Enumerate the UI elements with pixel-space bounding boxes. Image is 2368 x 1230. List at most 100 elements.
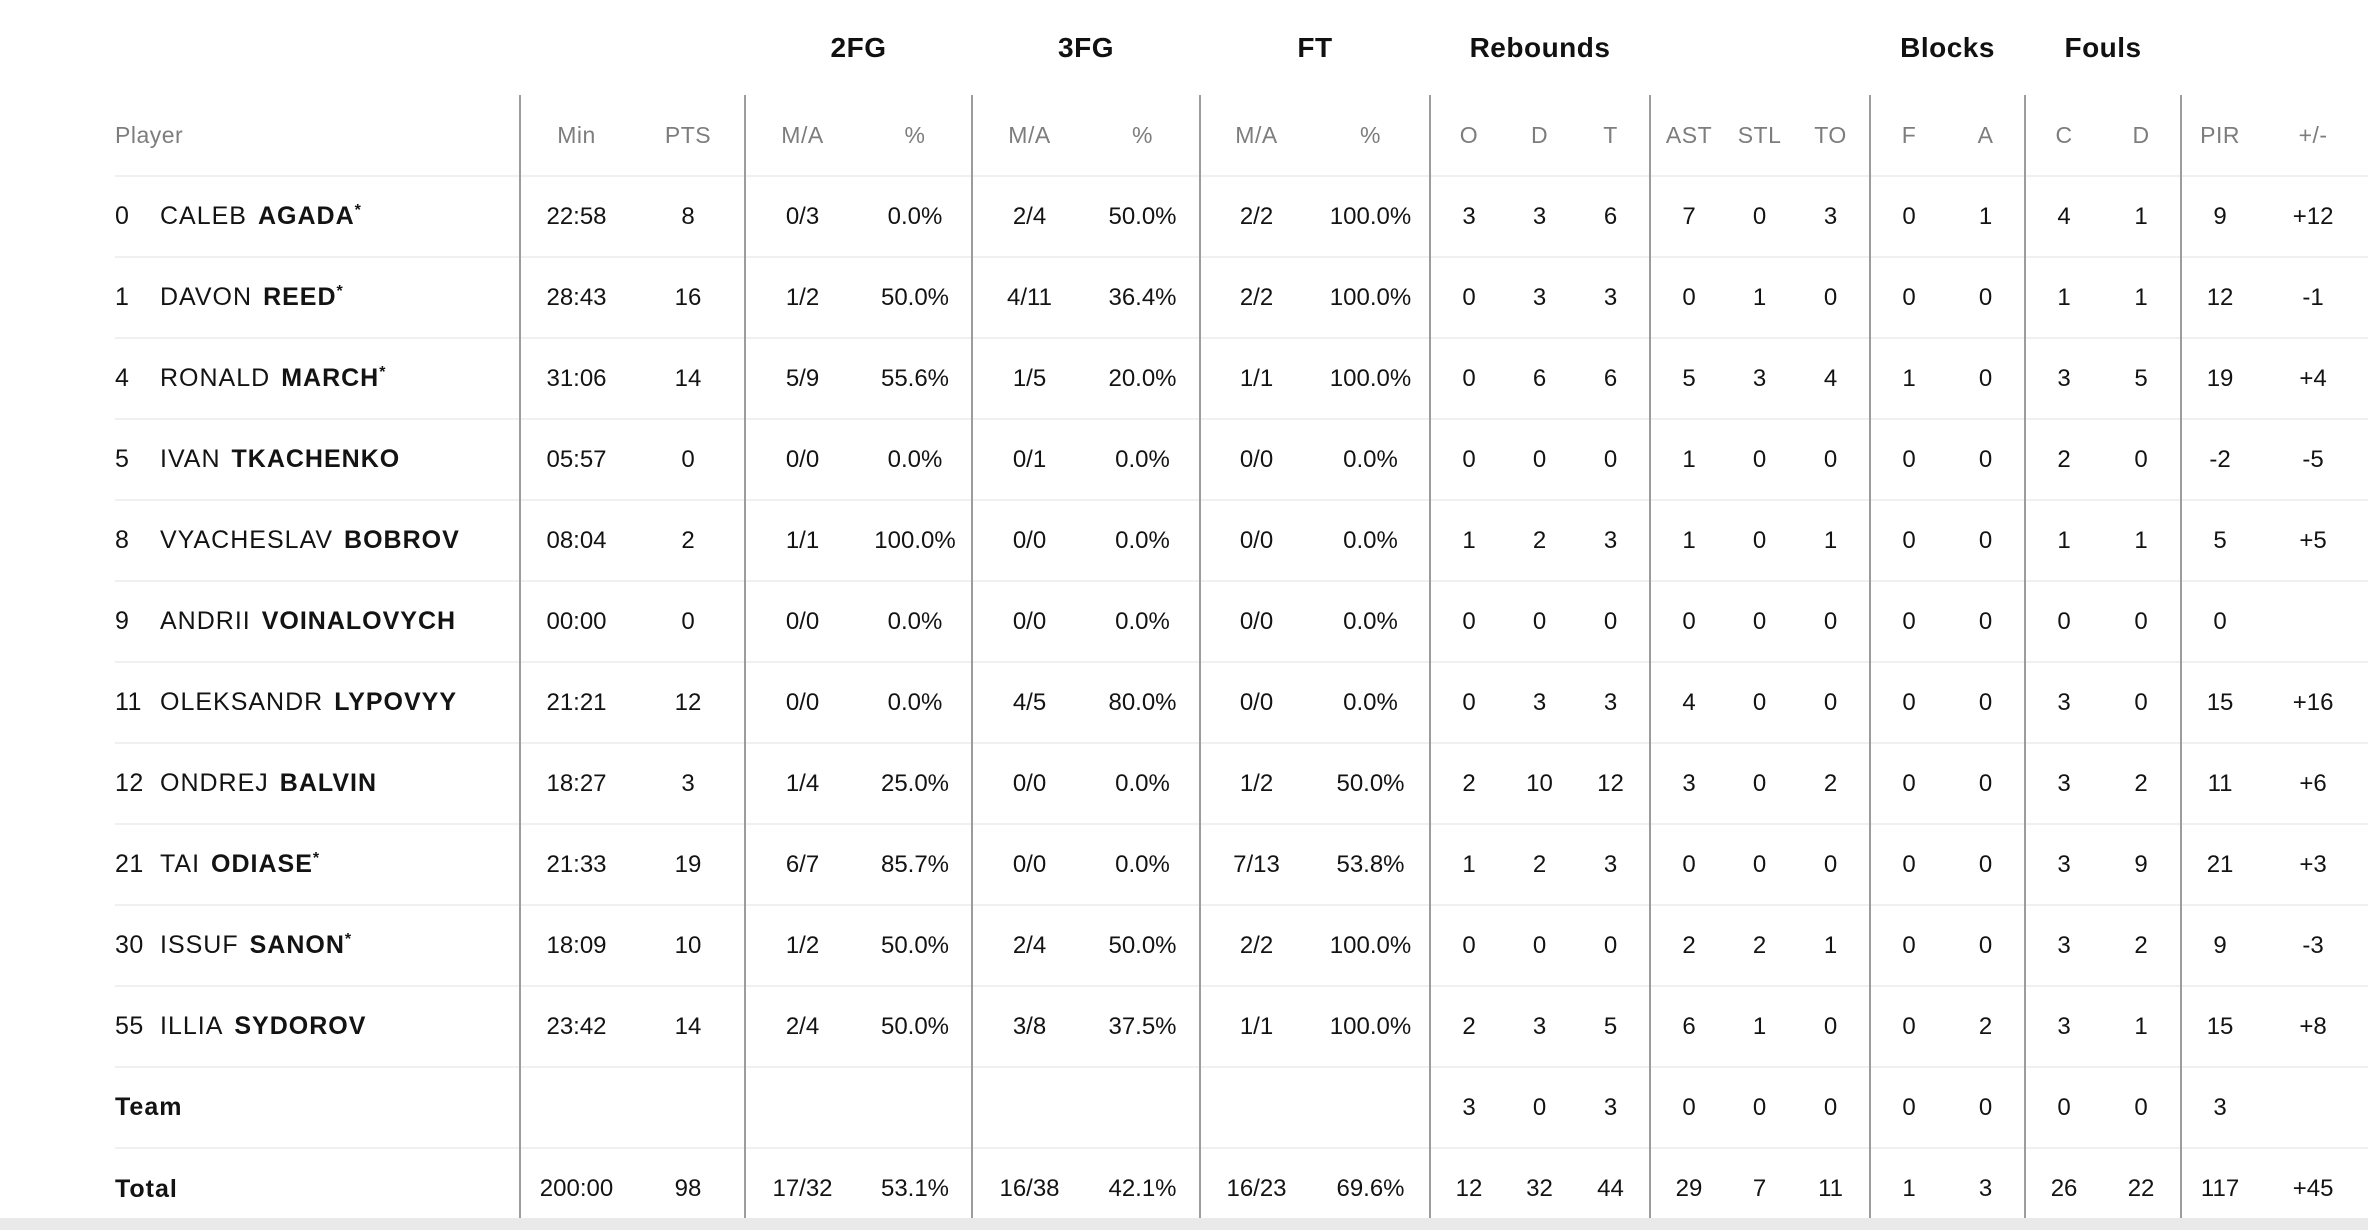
stat-3fg-pct: 0.0% <box>1086 823 1200 905</box>
stat-plus-minus: -1 <box>2258 256 2368 338</box>
stat-2fg-ma <box>744 1066 859 1148</box>
player-cell: 21 TAI ODIASE* <box>115 823 520 905</box>
col-header-foul-d: D <box>2132 121 2150 148</box>
player-number: 30 <box>115 931 144 959</box>
col-header-ft-pct: % <box>1360 121 1381 148</box>
player-number: 11 <box>115 688 142 716</box>
stat-pts: 16 <box>632 256 745 338</box>
table-row: 55 ILLIA SYDOROV 23:42 14 2/4 50.0% 3/8 37… <box>115 985 2368 1067</box>
stat-reb-o: 0 <box>1429 418 1507 500</box>
col-header-3fg-ma: M/A <box>971 95 1086 176</box>
stat-2fg-pct: 0.0% <box>859 175 972 257</box>
col-header-to: TO <box>1814 121 1847 148</box>
stat-foul-c: 3 <box>2024 823 2103 905</box>
stat-ast: 1 <box>1649 418 1728 500</box>
stat-ft-ma: 0/0 <box>1199 499 1312 581</box>
stat-ast: 29 <box>1649 1147 1728 1229</box>
player-last-name: Team <box>115 1093 183 1121</box>
stat-blk-f: 0 <box>1869 580 1948 662</box>
stat-3fg-ma <box>971 1066 1086 1148</box>
player-number: 5 <box>115 445 130 473</box>
stat-reb-o: 0 <box>1429 580 1507 662</box>
stat-plus-minus: +45 <box>2258 1147 2368 1229</box>
stat-ft-pct: 0.0% <box>1312 661 1430 743</box>
player-first-name: ANDRII <box>160 607 251 635</box>
stat-2fg-pct: 0.0% <box>859 580 972 662</box>
col-header-blk-f: F <box>1869 95 1948 176</box>
stat-to: 2 <box>1792 742 1871 824</box>
stat-ast: 6 <box>1649 985 1728 1067</box>
col-header-ft-ma: M/A <box>1199 95 1312 176</box>
stat-reb-t: 5 <box>1572 985 1651 1067</box>
stat-plus-minus <box>2258 1066 2368 1148</box>
stat-pts: 14 <box>632 337 745 419</box>
stat-ft-ma: 0/0 <box>1199 580 1312 662</box>
stat-ft-ma <box>1199 1066 1312 1148</box>
stat-ft-ma: 7/13 <box>1199 823 1312 905</box>
stat-blk-f: 0 <box>1869 823 1948 905</box>
player-last-name: SANON <box>249 931 345 959</box>
stat-pir: 0 <box>2180 580 2259 662</box>
table-body: 0 CALEB AGADA* 22:58 8 0/3 0.0% 2/4 50.0% … <box>115 175 2368 1229</box>
stat-foul-d: 5 <box>2102 337 2182 419</box>
stat-ast: 0 <box>1649 1066 1728 1148</box>
stat-to: 4 <box>1792 337 1871 419</box>
stat-3fg-pct: 0.0% <box>1086 499 1200 581</box>
stat-blk-a: 0 <box>1947 580 2026 662</box>
stat-reb-o: 1 <box>1429 499 1507 581</box>
table-row: 0 CALEB AGADA* 22:58 8 0/3 0.0% 2/4 50.0% … <box>115 175 2368 257</box>
stat-2fg-ma: 0/0 <box>744 580 859 662</box>
stat-foul-d: 0 <box>2102 580 2182 662</box>
col-header-plus-minus: +/- <box>2298 121 2328 148</box>
stat-stl: 0 <box>1727 661 1793 743</box>
stat-blk-a: 0 <box>1947 823 2026 905</box>
stat-2fg-pct: 50.0% <box>859 985 972 1067</box>
stat-stl: 0 <box>1727 499 1793 581</box>
table-row: 12 ONDREJ BALVIN 18:27 3 1/4 25.0% 0/0 0.0… <box>115 742 2368 824</box>
stat-pir: 15 <box>2180 661 2259 743</box>
stat-blk-a: 0 <box>1947 499 2026 581</box>
stat-blk-f: 0 <box>1869 418 1948 500</box>
stat-pts: 19 <box>632 823 745 905</box>
stat-min: 21:33 <box>519 823 632 905</box>
player-first-name: ONDREJ <box>160 769 269 797</box>
group-header-blank <box>115 0 745 95</box>
stat-reb-t: 3 <box>1572 256 1651 338</box>
stat-to: 0 <box>1792 823 1871 905</box>
stat-blk-f: 0 <box>1869 1066 1948 1148</box>
stat-3fg-ma: 0/0 <box>971 823 1086 905</box>
stat-stl: 0 <box>1727 823 1793 905</box>
stat-ast: 0 <box>1649 823 1728 905</box>
player-cell: 4 RONALD MARCH* <box>115 337 520 419</box>
stat-pir: 3 <box>2180 1066 2259 1148</box>
player-cell: 55 ILLIA SYDOROV <box>115 985 520 1067</box>
player-first-name: DAVON <box>160 283 253 311</box>
stat-min: 22:58 <box>519 175 632 257</box>
stat-reb-o: 3 <box>1429 1066 1507 1148</box>
player-first-name: ILLIA <box>160 1012 224 1040</box>
stat-2fg-pct <box>859 1066 972 1148</box>
stat-reb-t: 3 <box>1572 499 1651 581</box>
stat-reb-o: 0 <box>1429 337 1507 419</box>
stat-pts <box>632 1066 745 1148</box>
bottom-edge-strip <box>0 1218 2368 1230</box>
stat-2fg-ma: 1/2 <box>744 256 859 338</box>
stat-pir: -2 <box>2180 418 2259 500</box>
stat-reb-t: 0 <box>1572 580 1651 662</box>
table-row: Total 200:00 98 17/32 53.1% 16/38 42.1% … <box>115 1147 2368 1229</box>
stat-ast: 2 <box>1649 904 1728 986</box>
group-header-blocks: Blocks <box>1900 31 1995 63</box>
stat-ast: 0 <box>1649 580 1728 662</box>
stat-blk-f: 0 <box>1869 499 1948 581</box>
stat-ft-pct: 0.0% <box>1312 580 1430 662</box>
stat-2fg-pct: 0.0% <box>859 418 972 500</box>
player-cell: 12 ONDREJ BALVIN <box>115 742 520 824</box>
stat-pir: 117 <box>2180 1147 2259 1229</box>
group-header-fouls: Fouls <box>2064 31 2142 63</box>
stat-foul-c: 0 <box>2024 1066 2103 1148</box>
stat-ft-ma: 1/1 <box>1199 985 1312 1067</box>
stat-3fg-pct: 50.0% <box>1086 175 1200 257</box>
stat-pir: 9 <box>2180 175 2259 257</box>
stat-stl: 1 <box>1727 256 1793 338</box>
